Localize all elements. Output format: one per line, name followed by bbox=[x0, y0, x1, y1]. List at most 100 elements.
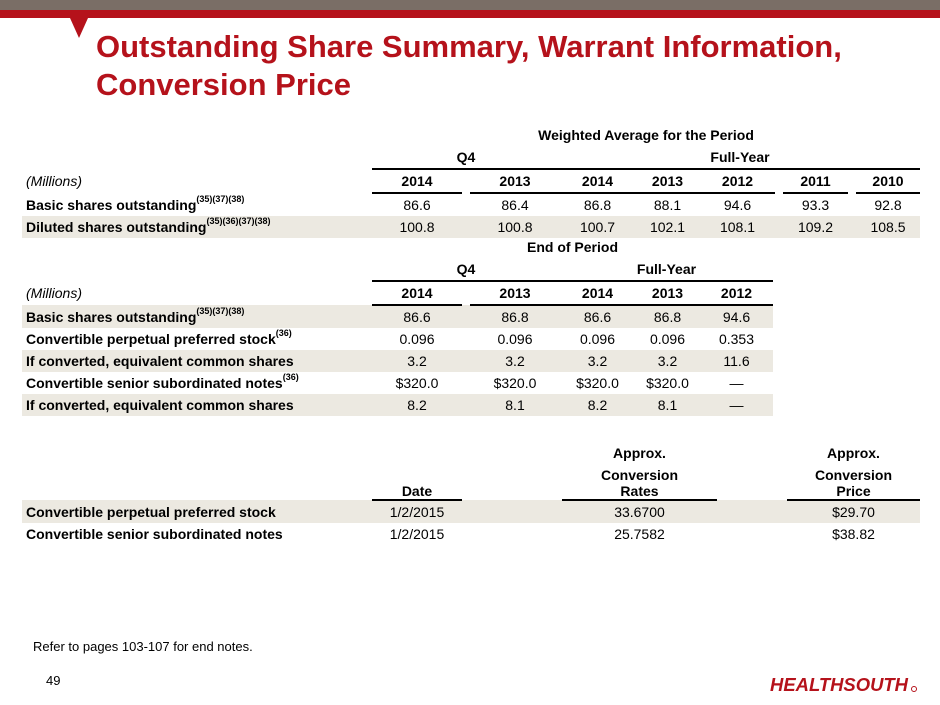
row-label: Convertible perpetual preferred stock bbox=[22, 500, 372, 523]
cell-value: $320.0 bbox=[646, 375, 689, 391]
healthsouth-logo: HEALTHSOUTH bbox=[770, 675, 917, 695]
cell-value: 86.6 bbox=[403, 197, 431, 213]
rates-header: Conversion Rates bbox=[562, 464, 717, 501]
cell-value: 8.2 bbox=[560, 394, 635, 416]
table-row: Convertible perpetual preferred stock 1/… bbox=[22, 500, 920, 523]
weighted-q4-header: Q4 bbox=[372, 146, 560, 170]
end-fullyear-header: Full-Year bbox=[560, 258, 773, 282]
weighted-year-header: 2014 bbox=[560, 169, 635, 194]
table-row: If converted, equivalent common shares 8… bbox=[22, 394, 773, 416]
price-approx-header: Approx. bbox=[827, 445, 880, 461]
cell-value: $29.70 bbox=[787, 500, 920, 523]
cell-value: 0.096 bbox=[399, 331, 435, 347]
cell-value: 86.8 bbox=[635, 305, 700, 328]
cell-value: 92.8 bbox=[874, 197, 902, 213]
cell-value: 93.3 bbox=[801, 197, 830, 213]
page-number: 49 bbox=[46, 673, 61, 688]
weighted-year-header: 2013 bbox=[635, 169, 700, 194]
table-row: Diluted shares outstanding(35)(36)(37)(3… bbox=[22, 216, 920, 238]
row-label: If converted, equivalent common shares bbox=[26, 397, 294, 413]
table-row: Convertible senior subordinated notes(36… bbox=[22, 372, 773, 394]
row-label: Diluted shares outstanding(35)(36)(37)(3… bbox=[22, 216, 372, 238]
cell-value: 0.096 bbox=[579, 331, 616, 347]
weighted-year-header: 2014 bbox=[372, 169, 462, 194]
logo-wordmark: HEALTHSOUTH bbox=[770, 675, 909, 695]
cell-value: 86.6 bbox=[560, 305, 635, 328]
end-section-title: End of Period bbox=[527, 239, 618, 255]
cell-value: 94.6 bbox=[700, 305, 773, 328]
cell-value: 94.6 bbox=[723, 197, 752, 213]
cell-value: 86.4 bbox=[501, 197, 529, 213]
cell-value: 11.6 bbox=[700, 350, 773, 372]
end-notes-reference: Refer to pages 103-107 for end notes. bbox=[33, 639, 253, 654]
registered-mark bbox=[911, 686, 917, 692]
cell-value: 88.1 bbox=[653, 197, 682, 213]
cell-value: — bbox=[729, 375, 744, 391]
end-year-header: 2014 bbox=[560, 281, 635, 306]
row-label: If converted, equivalent common shares bbox=[26, 353, 294, 369]
weighted-year-header: 2011 bbox=[783, 169, 848, 194]
weighted-year-header: 2012 bbox=[700, 169, 775, 194]
date-header: Date bbox=[372, 464, 462, 501]
cell-value: 0.096 bbox=[497, 331, 533, 347]
cell-value: 1/2/2015 bbox=[372, 500, 462, 523]
row-label: Basic shares outstanding(35)(37)(38) bbox=[26, 193, 245, 213]
title-notch-marker bbox=[70, 18, 88, 38]
top-bar-gray bbox=[0, 0, 940, 10]
cell-value: 86.8 bbox=[470, 305, 560, 328]
cell-value: $320.0 bbox=[493, 375, 537, 391]
cell-value: 33.6700 bbox=[562, 500, 717, 523]
cell-value: 100.8 bbox=[470, 216, 560, 238]
cell-value: — bbox=[700, 394, 773, 416]
cell-value: 0.353 bbox=[718, 331, 755, 347]
cell-value: 8.1 bbox=[470, 394, 560, 416]
table-row: If converted, equivalent common shares 3… bbox=[22, 350, 773, 372]
cell-value: 8.1 bbox=[635, 394, 700, 416]
end-of-period-table: End of Period Q4 Full-Year (Millions) 20… bbox=[22, 236, 773, 416]
row-label: Convertible senior subordinated notes bbox=[26, 526, 283, 542]
end-year-header: 2013 bbox=[470, 281, 560, 306]
conversion-table: Approx. Approx. Date Conversion Rates Co… bbox=[22, 442, 920, 545]
weighted-year-header: 2010 bbox=[856, 169, 920, 194]
table-row: Convertible perpetual preferred stock(36… bbox=[22, 328, 773, 350]
cell-value: 108.1 bbox=[700, 216, 775, 238]
weighted-units-label: (Millions) bbox=[26, 173, 82, 189]
end-units-label: (Millions) bbox=[26, 285, 82, 301]
cell-value: 3.2 bbox=[470, 350, 560, 372]
table-row: Basic shares outstanding(35)(37)(38) 86.… bbox=[22, 193, 920, 216]
cell-value: 8.2 bbox=[372, 394, 462, 416]
table-row: Convertible senior subordinated notes 1/… bbox=[22, 523, 920, 545]
cell-value: 102.1 bbox=[635, 216, 700, 238]
cell-value: 100.8 bbox=[372, 216, 462, 238]
cell-value: 3.2 bbox=[372, 350, 462, 372]
row-label: Convertible senior subordinated notes bbox=[26, 375, 283, 391]
cell-value: 25.7582 bbox=[614, 526, 665, 542]
weighted-fullyear-header: Full-Year bbox=[560, 146, 920, 170]
table-row: Basic shares outstanding(35)(37)(38) 86.… bbox=[22, 305, 773, 328]
end-year-header: 2012 bbox=[700, 281, 773, 306]
end-year-header: 2013 bbox=[635, 281, 700, 306]
cell-value: 86.8 bbox=[583, 197, 612, 213]
weighted-section-title: Weighted Average for the Period bbox=[538, 127, 754, 143]
end-year-header: 2014 bbox=[372, 281, 462, 306]
weighted-year-header: 2013 bbox=[470, 169, 560, 194]
cell-value: 0.096 bbox=[649, 331, 686, 347]
cell-value: 100.7 bbox=[560, 216, 635, 238]
price-header: Conversion Price bbox=[787, 464, 920, 501]
cell-value: $320.0 bbox=[576, 375, 619, 391]
cell-value: 86.6 bbox=[372, 305, 462, 328]
page-title: Outstanding Share Summary, Warrant Infor… bbox=[96, 29, 842, 102]
end-q4-header: Q4 bbox=[372, 258, 560, 282]
cell-value: 109.2 bbox=[783, 216, 848, 238]
cell-value: 1/2/2015 bbox=[389, 526, 445, 542]
cell-value: $320.0 bbox=[395, 375, 439, 391]
cell-value: 3.2 bbox=[635, 350, 700, 372]
row-label: Basic shares outstanding bbox=[26, 308, 197, 325]
cell-value: $38.82 bbox=[832, 526, 875, 542]
cell-value: 3.2 bbox=[560, 350, 635, 372]
top-bar-red bbox=[0, 10, 940, 18]
row-label: Convertible perpetual preferred stock bbox=[26, 331, 276, 347]
rates-approx-header: Approx. bbox=[613, 445, 666, 461]
weighted-average-table: Weighted Average for the Period Q4 Full-… bbox=[22, 124, 920, 238]
cell-value: 108.5 bbox=[856, 216, 920, 238]
